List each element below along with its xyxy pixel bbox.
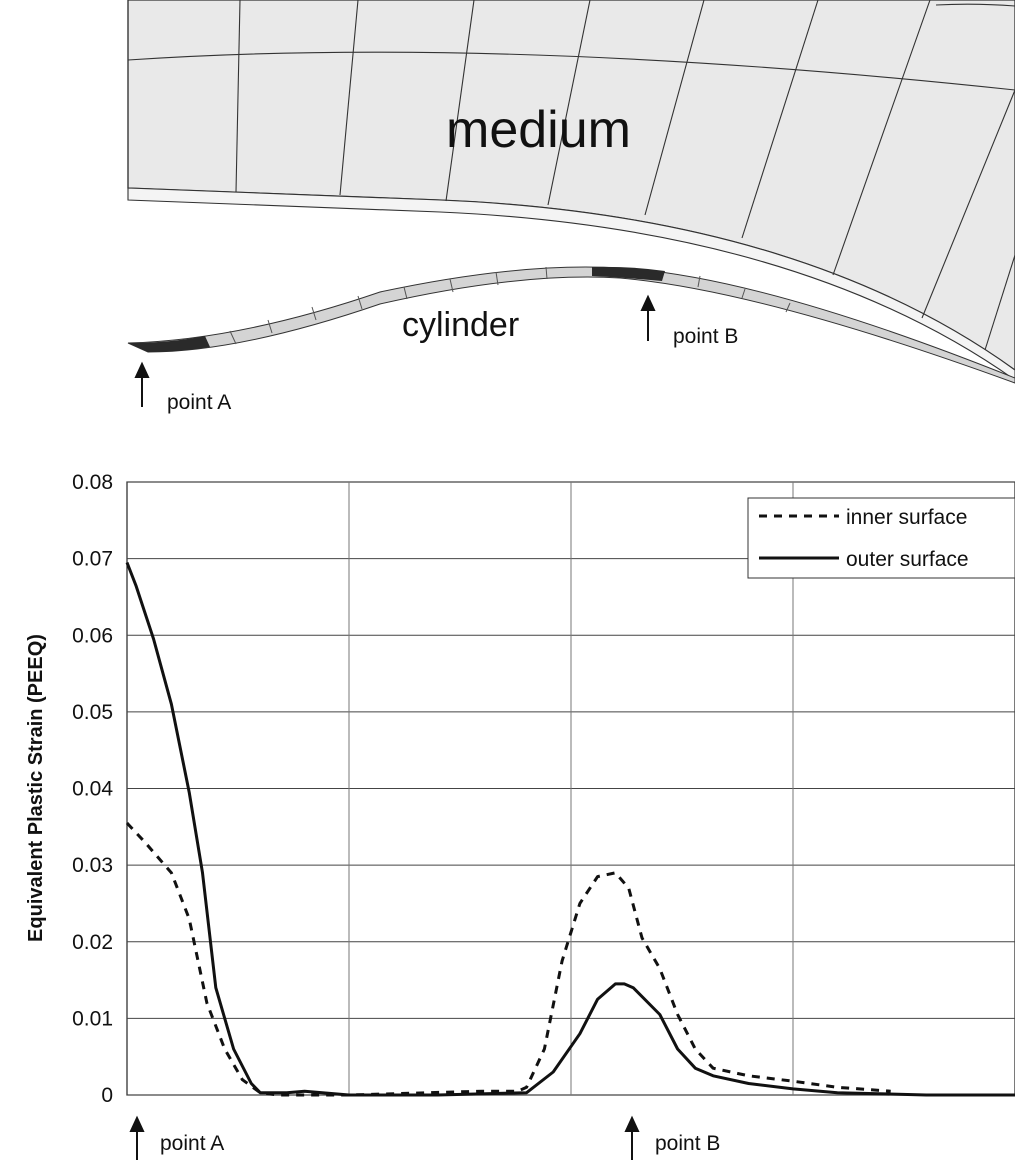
y-tick-label: 0.05 (72, 701, 113, 724)
y-axis-title: Equivalent Plastic Strain (PEEQ) (25, 634, 47, 942)
y-tick-label: 0 (101, 1084, 113, 1107)
cylinder-dark-region-a (128, 336, 210, 352)
y-tick-label: 0.07 (72, 548, 113, 571)
legend-box (747, 497, 1015, 579)
y-tick-label: 0.04 (72, 778, 113, 801)
chart-grid (126, 481, 1015, 1096)
legend-label-inner: inner surface (846, 506, 967, 529)
y-tick-label: 0.08 (72, 471, 113, 494)
medium-label: medium (446, 101, 631, 159)
y-tick-label: 0.03 (72, 854, 113, 877)
medium-mesh-lines (127, 0, 1015, 351)
point-a-label-bottom: point A (160, 1132, 224, 1155)
point-b-label-bottom: point B (655, 1132, 720, 1155)
cylinder-shell (127, 266, 1015, 384)
y-tick-label: 0.06 (72, 624, 113, 647)
series-line-outer-surface (125, 561, 1015, 1097)
cylinder-label: cylinder (402, 306, 519, 344)
cylinder-mesh-lines (229, 266, 791, 345)
chart-legend: inner surface outer surface (747, 497, 1015, 579)
point-b-label-top: point B (673, 325, 738, 348)
fe-mesh-illustration: medium cylinder point A point B (127, 0, 1015, 414)
strain-chart: 0.08 0.07 0.06 0.05 0.04 0.03 0.02 0.01 0 Equiva… (25, 471, 1015, 1160)
medium-mesh-body (127, 0, 1015, 371)
point-a-arrow-top (134, 361, 150, 407)
y-tick-label: 0.01 (72, 1007, 113, 1030)
point-b-arrow-bottom (624, 1115, 640, 1160)
series-line-inner-surface (125, 821, 891, 1097)
point-a-label-top: point A (167, 391, 231, 414)
chart-series (125, 561, 1015, 1097)
point-b-arrow-top (640, 294, 656, 341)
point-a-arrow-bottom (129, 1115, 145, 1160)
medium-mesh-bottom-face (127, 187, 1015, 381)
legend-label-outer: outer surface (846, 548, 969, 571)
y-tick-label: 0.02 (72, 931, 113, 954)
y-tick-labels: 0.08 0.07 0.06 0.05 0.04 0.03 0.02 0.01 0 (72, 471, 113, 1107)
cylinder-dark-region-b (592, 266, 665, 281)
